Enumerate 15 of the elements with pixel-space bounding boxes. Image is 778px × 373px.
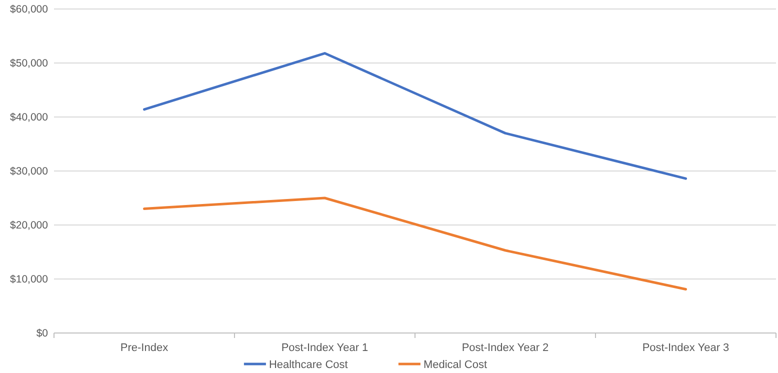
x-tick-label: Post-Index Year 2	[462, 342, 549, 354]
y-tick-label: $50,000	[10, 58, 48, 70]
y-tick-label: $20,000	[10, 220, 48, 232]
y-tick-label: $60,000	[10, 4, 48, 16]
x-tick-label: Post-Index Year 3	[642, 342, 730, 354]
line-series	[143, 52, 687, 180]
x-tick-label: Post-Index Year 1	[281, 342, 368, 354]
line-series	[143, 196, 687, 291]
y-tick-label: $10,000	[10, 274, 48, 286]
y-tick-label: $0	[36, 328, 48, 340]
y-tick-label: $40,000	[10, 112, 48, 124]
legend-label: Healthcare Cost	[268, 359, 348, 371]
y-tick-label: $30,000	[10, 166, 48, 178]
legend-label: Medical Cost	[423, 359, 488, 371]
x-tick-label: Pre-Index	[120, 342, 169, 354]
